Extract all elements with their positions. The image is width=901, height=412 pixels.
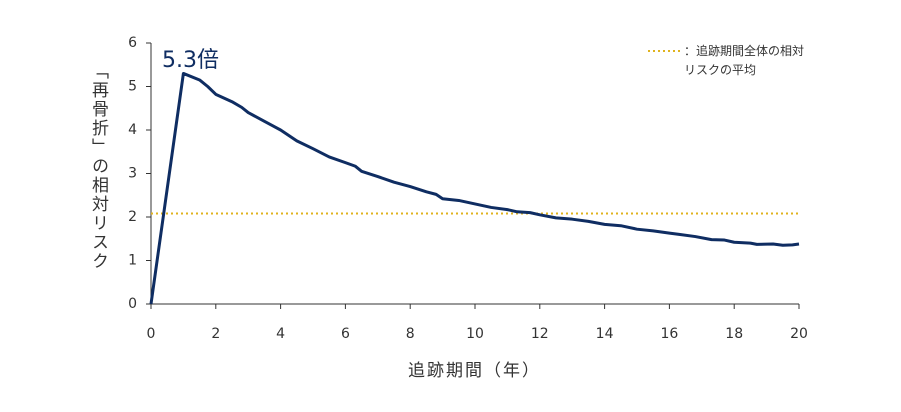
x-tick-label: 0 — [147, 326, 156, 342]
x-axis-label: 追跡期間（年） — [408, 361, 541, 381]
y-tick-label: 3 — [128, 166, 137, 182]
x-tick-label: 14 — [596, 326, 614, 342]
x-tick-label: 16 — [660, 326, 678, 342]
x-tick-label: 6 — [341, 326, 350, 342]
x-tick-label: 18 — [725, 326, 743, 342]
x-tick-label: 2 — [211, 326, 220, 342]
y-tick-label: 2 — [128, 209, 137, 225]
x-tick-label: 10 — [466, 326, 484, 342]
y-tick-label: 5 — [128, 79, 137, 95]
y-tick-label: 6 — [128, 35, 137, 51]
x-tick-label: 8 — [406, 326, 415, 342]
x-tick-label: 20 — [790, 326, 808, 342]
y-tick-label: 4 — [128, 122, 137, 138]
y-axis-label: 「再骨折」の相対リスク — [88, 62, 108, 271]
data-line — [149, 71, 800, 305]
x-tick-label: 4 — [276, 326, 285, 342]
annotation: 5.3倍 — [162, 48, 219, 73]
y-tick-label: 0 — [128, 296, 137, 312]
x-tick-label: 12 — [531, 326, 549, 342]
y-tick-label: 1 — [128, 253, 137, 269]
legend-label: ：追跡期間全体の相対リスクの平均 — [684, 44, 805, 77]
